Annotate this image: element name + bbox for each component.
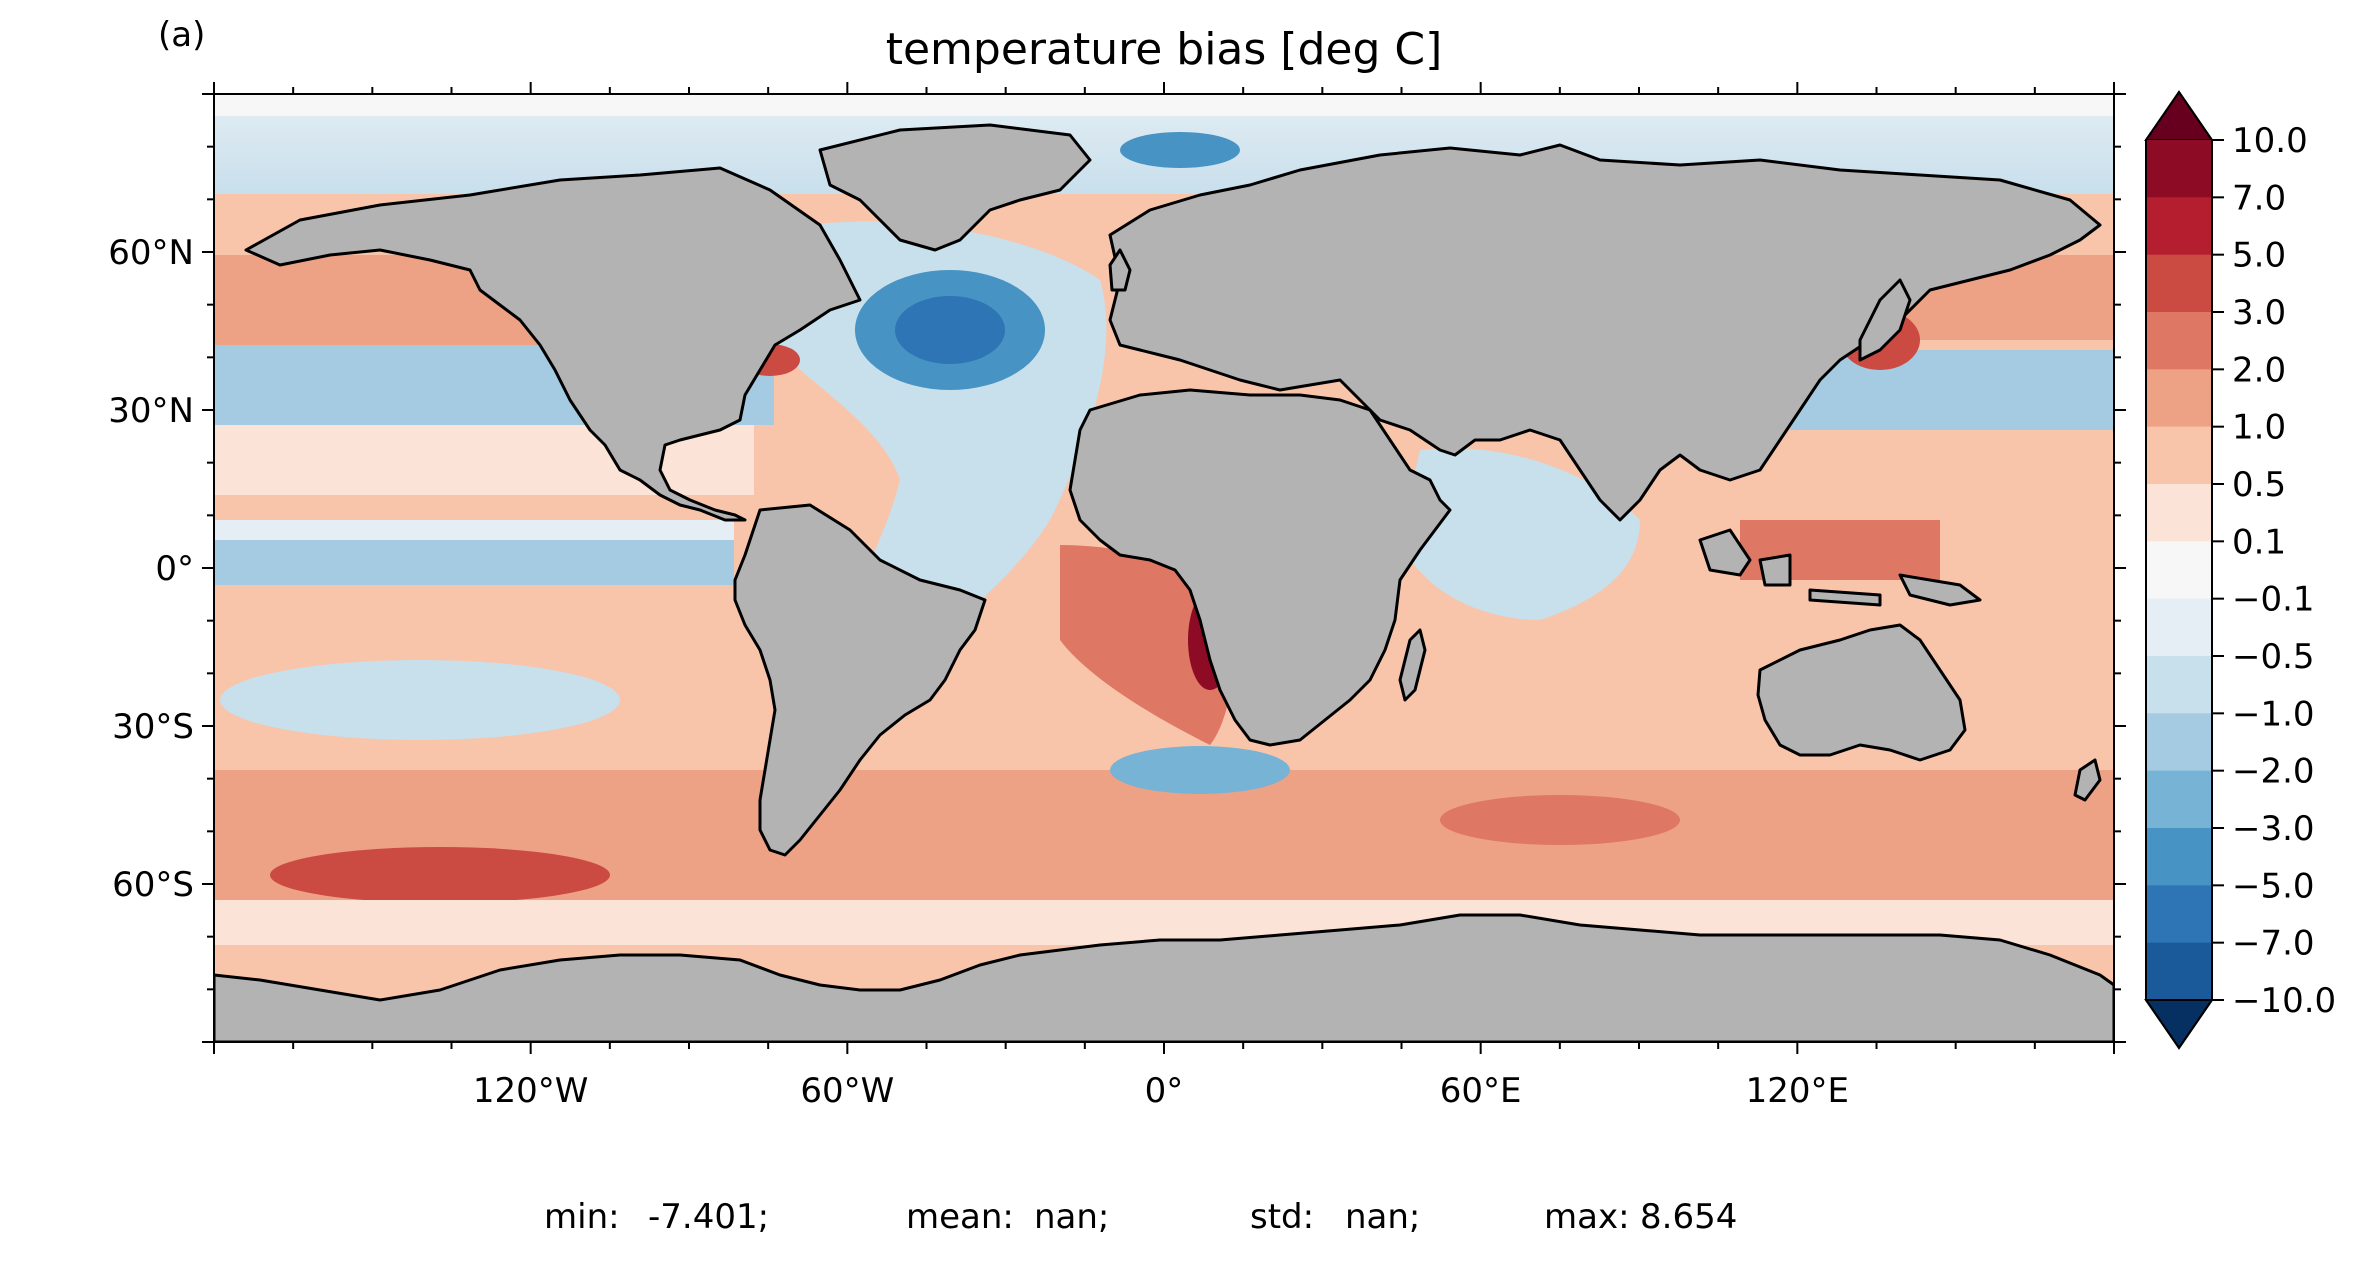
colorbar: 10.0 7.0 5.0 3.0 2.0 1.0 0.5 0.1 −0.1 −0.5 −1.0 −2.… bbox=[2144, 90, 2336, 1050]
colorbar-under-arrow bbox=[2144, 999, 2214, 1050]
lon-tick-label: 0° bbox=[1145, 1071, 1184, 1111]
colorbar-swatch bbox=[2146, 885, 2212, 944]
antarctica-land bbox=[214, 913, 2114, 1042]
colorbar-tick-label: −5.0 bbox=[2232, 866, 2315, 906]
stats-line: min: -7.401; mean: nan; std: nan; max: 8… bbox=[0, 1188, 2362, 1248]
colorbar-tick-label: 5.0 bbox=[2232, 236, 2286, 276]
colorbar-swatch bbox=[2146, 197, 2212, 256]
nw-pacific-cool-band bbox=[1790, 350, 2114, 430]
barents-cold-spot bbox=[1120, 132, 1240, 168]
colorbar-tick-label: −7.0 bbox=[2232, 924, 2315, 964]
indian-ocean-cool-region bbox=[1400, 448, 1640, 620]
stat-min-value: -7.401; bbox=[648, 1197, 769, 1237]
colorbar-swatch bbox=[2146, 140, 2212, 198]
colorbar-swatch bbox=[2146, 312, 2212, 370]
colorbar-tick-label: −1.0 bbox=[2232, 694, 2315, 734]
lat-tick-label: 60°N bbox=[108, 233, 194, 273]
colorbar-tick-label: −3.0 bbox=[2232, 809, 2315, 849]
colorbar-swatch bbox=[2146, 426, 2212, 485]
new-zealand-land bbox=[2073, 758, 2102, 802]
lon-tick-label: 60°E bbox=[1440, 1071, 1522, 1111]
colorbar-tick-label: 10.0 bbox=[2232, 121, 2308, 161]
colorbar-swatch bbox=[2146, 828, 2212, 886]
equatorial-cool-band bbox=[214, 540, 734, 585]
south-atlantic-cool-spot bbox=[1110, 746, 1290, 794]
stats-svg: min: -7.401; mean: nan; std: nan; max: 8… bbox=[544, 1197, 1737, 1237]
stat-max-label: max: bbox=[1544, 1197, 1630, 1237]
colorbar-tick-label: −10.0 bbox=[2232, 981, 2336, 1021]
south-pacific-cool-blob bbox=[220, 660, 620, 740]
south-america-land bbox=[733, 503, 987, 857]
land-masses bbox=[214, 123, 2114, 1042]
colorbar-tick-label: 7.0 bbox=[2232, 178, 2286, 218]
colorbar-swatch bbox=[2146, 942, 2212, 1001]
colorbar-swatch bbox=[2146, 713, 2212, 772]
stat-max-value: 8.654 bbox=[1640, 1197, 1737, 1237]
colorbar-tick-label: 0.5 bbox=[2232, 465, 2286, 505]
colorbar-over-arrow bbox=[2144, 90, 2214, 141]
australia-land bbox=[1756, 623, 1967, 762]
stat-std-value: nan; bbox=[1345, 1197, 1420, 1237]
lat-tick-label: 60°S bbox=[112, 865, 194, 905]
greenland-land bbox=[818, 123, 1092, 252]
lat-tick-label: 30°S bbox=[112, 707, 194, 747]
map-title: temperature bias [deg C] bbox=[886, 24, 1443, 75]
colorbar-swatch bbox=[2146, 656, 2212, 714]
colorbar-swatch bbox=[2146, 541, 2212, 600]
equatorial-pale-band bbox=[214, 520, 734, 540]
colorbar-tick-label: −0.1 bbox=[2232, 580, 2315, 620]
eurasia-land bbox=[1108, 143, 2102, 522]
stat-min-label: min: bbox=[544, 1197, 620, 1237]
colorbar-swatch bbox=[2146, 369, 2212, 428]
lat-tick-label: 30°N bbox=[108, 391, 194, 431]
africa-land bbox=[1068, 388, 1452, 747]
south-indian-hot-spot bbox=[1440, 795, 1680, 845]
lon-tick-label: 60°W bbox=[800, 1071, 894, 1111]
north-atlantic-cold-center bbox=[895, 296, 1005, 364]
madagascar-land bbox=[1398, 628, 1427, 702]
colorbar-swatch bbox=[2146, 484, 2212, 542]
colorbar-swatch bbox=[2146, 254, 2212, 313]
colorbar-tick-label: −0.5 bbox=[2232, 637, 2315, 677]
stat-mean-label: mean: bbox=[906, 1197, 1014, 1237]
colorbar-tick-label: 1.0 bbox=[2232, 408, 2286, 448]
lat-tick-label: 0° bbox=[155, 549, 194, 589]
lon-tick-label: 120°W bbox=[473, 1071, 589, 1111]
southern-ocean-hot-spot bbox=[270, 847, 610, 903]
lat-ticks: 60°N 30°N 0° 30°S 60°S bbox=[108, 93, 2126, 1043]
lon-tick-label: 120°E bbox=[1746, 1071, 1849, 1111]
uk-land bbox=[1108, 248, 1132, 292]
stat-std-label: std: bbox=[1250, 1197, 1314, 1237]
colorbar-tick-label: −2.0 bbox=[2232, 752, 2315, 792]
colorbar-tick-label: 0.1 bbox=[2232, 522, 2286, 562]
colorbar-tick-label: 2.0 bbox=[2232, 350, 2286, 390]
colorbar-swatch bbox=[2146, 770, 2212, 829]
colorbar-tick-label: 3.0 bbox=[2232, 293, 2286, 333]
map-panel bbox=[214, 94, 2114, 1042]
japan-land bbox=[1858, 278, 1912, 362]
lon-ticks: 120°W 60°W 0° 60°E 120°E bbox=[213, 82, 2115, 1111]
stat-mean-value: nan; bbox=[1034, 1197, 1109, 1237]
colorbar-swatch bbox=[2146, 598, 2212, 657]
panel-label: (a) bbox=[158, 15, 205, 55]
arctic-neutral-band bbox=[214, 94, 2114, 116]
indonesia-land bbox=[1698, 528, 1982, 607]
north-america-land bbox=[244, 166, 862, 522]
